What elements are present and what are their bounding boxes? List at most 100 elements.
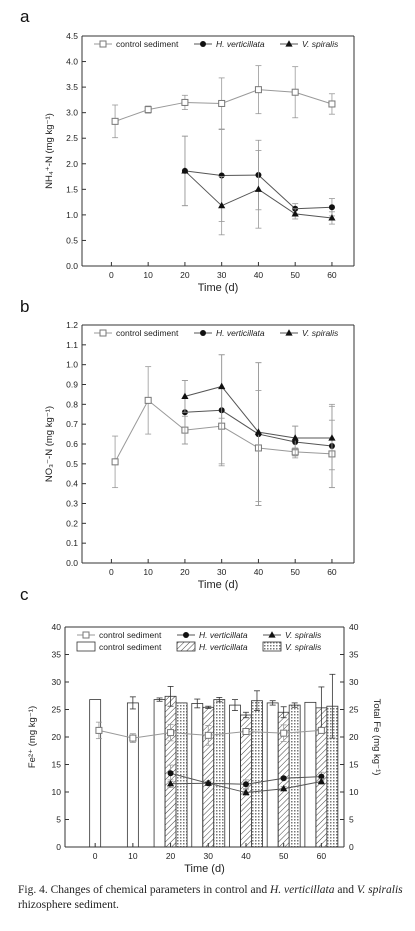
bar-error [194, 698, 201, 709]
y-tick-label: 1.0 [66, 360, 78, 370]
x-tick-label: 50 [290, 567, 300, 577]
legend-bar-label: control sediment [99, 642, 162, 652]
data-point [181, 167, 189, 174]
chart-panel-a: a 0.0 0.5 1.0 1.5 2.0 2.5 3.0 3.5 4.0 4.5 0 10 20 30 40… [20, 7, 355, 294]
y-tick-label: 4.0 [66, 57, 78, 67]
y-tick-label: 3.5 [66, 82, 78, 92]
data-point [166, 779, 175, 787]
figure-caption: Fig. 4. Changes of chemical parameters i… [18, 883, 403, 913]
data-point [254, 428, 263, 435]
legend-label: H. verticillata [199, 630, 248, 640]
data-point [242, 788, 250, 796]
legend-marker [99, 329, 107, 337]
x-tick-label: 50 [279, 851, 289, 861]
bar [288, 704, 301, 848]
data-point [218, 201, 226, 209]
y-tick-label: 1.5 [66, 184, 78, 194]
data-point [181, 98, 189, 106]
x-tick-label: 0 [109, 270, 114, 280]
chart-panel-c: c 0 0 5 5 10 10 15 15 20 20 25 25 30 30 35 35 40 40 0 10 20 30… [20, 585, 382, 875]
data-point [280, 775, 287, 782]
data-point [291, 210, 299, 217]
data-point [167, 729, 175, 737]
y-tick-label: 0.8 [66, 399, 78, 409]
y-tick-label: 5 [56, 815, 61, 825]
y-tick-label: 35 [52, 650, 62, 660]
chart-panel-b: b 0.0 0.1 0.2 0.3 0.4 0.5 0.6 0.7 0.8 0.9 1.0 1.1 1.2… [20, 297, 355, 591]
y-axis-title: Fe²⁺ (mg kg⁻¹) [27, 706, 38, 768]
legend-marker [99, 40, 107, 48]
series-0 [111, 65, 336, 139]
x-tick-label: 60 [317, 851, 327, 861]
x-tick-label: 40 [241, 851, 251, 861]
x-tick-label: 0 [109, 567, 114, 577]
y-tick-label: 1.0 [66, 210, 78, 220]
y-right-tick-label: 10 [349, 787, 359, 797]
x-axis-title: Time (d) [184, 863, 225, 875]
data-point [242, 781, 249, 788]
bar [213, 699, 226, 848]
data-point [254, 86, 262, 94]
data-point [95, 726, 103, 734]
y-tick-label: 0.0 [66, 261, 78, 271]
y-right-tick-label: 25 [349, 705, 359, 715]
legend-bar-swatch [176, 641, 196, 652]
x-tick-label: 30 [217, 270, 227, 280]
x-axis-title: Time (d) [198, 282, 239, 294]
x-tick-label: 50 [290, 270, 300, 280]
y-tick-label: 0 [56, 842, 61, 852]
data-point [254, 185, 263, 192]
data-point [218, 99, 226, 107]
caption-suffix: rhizosphere sediment. [18, 899, 119, 911]
bar-error [242, 711, 249, 719]
bar [126, 702, 139, 848]
y-right-tick-label: 5 [349, 815, 354, 825]
legend-marker [268, 631, 276, 638]
bar [266, 702, 279, 848]
y-tick-label: 4.5 [66, 31, 78, 41]
y-tick-label: 0.3 [66, 499, 78, 509]
y-tick-label: 30 [52, 677, 62, 687]
data-point [317, 726, 325, 734]
bar-error [253, 690, 260, 711]
legend-label: V. spiralis [285, 630, 322, 640]
legend-bar-swatch [262, 641, 282, 652]
caption-species-1: H. verticillata [269, 884, 335, 896]
data-point [317, 777, 325, 785]
data-point [291, 434, 299, 441]
y-right-axis-title: Total Fe (mg kg⁻¹) [371, 699, 382, 776]
series-0 [95, 721, 325, 746]
data-point [218, 172, 225, 179]
bar-error [167, 686, 174, 707]
data-point [204, 779, 212, 786]
y-right-tick-label: 0 [349, 842, 354, 852]
y-tick-label: 20 [52, 732, 62, 742]
x-tick-label: 20 [180, 270, 190, 280]
bar [304, 701, 317, 848]
legend-label: V. spiralis [302, 328, 339, 338]
data-point [280, 729, 288, 737]
legend-marker [285, 40, 293, 47]
y-tick-label: 0.7 [66, 419, 78, 429]
bar-error [269, 700, 276, 706]
y-right-tick-label: 40 [349, 622, 359, 632]
data-point [328, 214, 336, 221]
bar-error [216, 697, 223, 703]
y-right-tick-label: 15 [349, 760, 359, 770]
bar [153, 699, 166, 848]
x-tick-label: 0 [93, 851, 98, 861]
caption-middle: and [334, 884, 357, 896]
bar [229, 704, 241, 848]
legend-label: control sediment [116, 328, 179, 338]
data-point [328, 204, 335, 211]
y-tick-label: 0.9 [66, 380, 78, 390]
data-point [111, 117, 119, 125]
y-tick-label: 1.2 [66, 320, 78, 330]
data-point [291, 88, 299, 96]
legend-label: H. verticillata [216, 39, 265, 49]
data-point [181, 392, 189, 399]
legend-marker [82, 631, 90, 639]
legend-label: V. spiralis [302, 39, 339, 49]
data-point [328, 100, 336, 108]
x-tick-label: 30 [217, 567, 227, 577]
